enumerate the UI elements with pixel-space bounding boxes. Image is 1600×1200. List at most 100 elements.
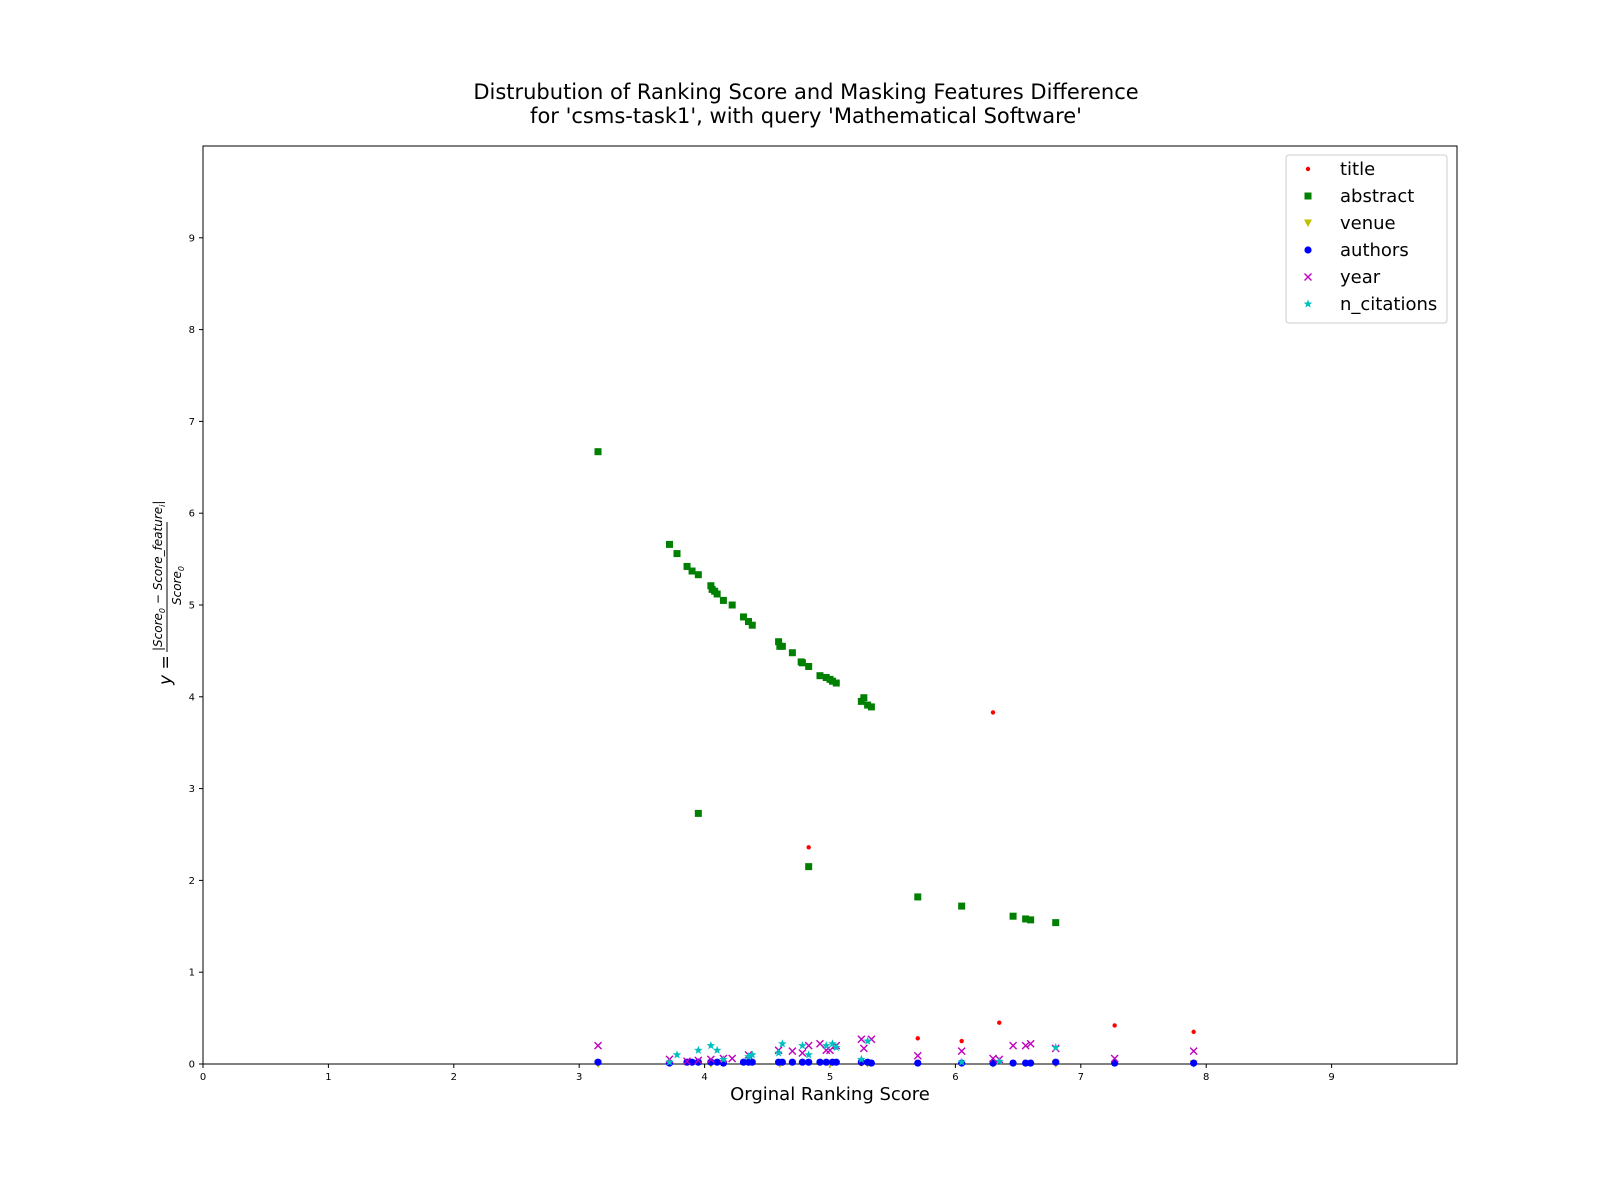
x-tick-label: 2 <box>451 1072 457 1083</box>
authors-point <box>816 1058 824 1066</box>
y-label-lhs: y = <box>156 655 176 686</box>
year-point <box>728 1054 737 1063</box>
authors-point <box>867 1059 875 1067</box>
year-point <box>683 1057 692 1066</box>
abstract-point <box>775 638 783 646</box>
abstract-point <box>594 448 602 456</box>
abstract-point <box>816 672 824 680</box>
abstract-point <box>958 902 966 910</box>
year-point <box>694 1056 703 1065</box>
abstract-point <box>1027 916 1035 924</box>
abstract-point <box>713 590 721 598</box>
year-point <box>857 1035 866 1044</box>
x-tick-label: 7 <box>1078 1072 1084 1083</box>
abstract-point <box>1052 919 1060 927</box>
title-point <box>1112 1023 1117 1028</box>
legend-marker-venue <box>1304 219 1312 227</box>
n-citations-point <box>778 1039 787 1048</box>
title-point <box>915 1036 920 1041</box>
y-tick-label: 3 <box>189 784 195 795</box>
authors-point <box>1052 1058 1060 1066</box>
year-point <box>989 1054 998 1063</box>
authors-point <box>694 1058 702 1066</box>
abstract-point <box>914 893 922 901</box>
abstract-point <box>778 642 786 650</box>
legend-item-venue: venue <box>1304 213 1396 234</box>
x-tick-label: 4 <box>701 1072 707 1083</box>
authors-point <box>1027 1059 1035 1067</box>
authors-point <box>788 1058 796 1066</box>
legend-item-n-citations: n_citations <box>1303 294 1437 315</box>
legend-item-authors: authors <box>1304 240 1409 261</box>
abstract-point <box>739 613 747 621</box>
legend-label: title <box>1340 159 1375 180</box>
authors-point <box>805 1058 813 1066</box>
n-citations-point <box>719 1054 728 1064</box>
n-citations-point <box>831 1042 841 1052</box>
authors-point <box>832 1058 840 1066</box>
abstract-point <box>694 571 702 579</box>
legend-marker-abstract <box>1304 192 1312 200</box>
n-citations-point <box>798 1041 807 1050</box>
authors-point <box>914 1059 922 1067</box>
y-axis: 0 1 2 3 4 5 6 7 8 9 <box>189 233 203 1071</box>
authors-point <box>1009 1059 1017 1067</box>
abstract-point <box>665 540 673 548</box>
authors-point <box>778 1058 786 1066</box>
abstract-point <box>728 601 736 609</box>
x-tick-label: 1 <box>325 1072 331 1083</box>
abstract-point <box>683 562 691 570</box>
abstract-point <box>788 649 796 657</box>
y-tick-label: 8 <box>189 325 195 336</box>
authors-point <box>822 1058 830 1066</box>
x-axis-label: Orginal Ranking Score <box>730 1084 930 1105</box>
n-citations-point <box>706 1041 716 1050</box>
abstract-point <box>688 567 696 575</box>
x-tick-label: 9 <box>1328 1072 1334 1083</box>
legend-item-abstract: abstract <box>1304 186 1414 207</box>
y-tick-label: 7 <box>189 417 195 428</box>
abstract-point <box>822 674 830 682</box>
legend-box <box>1285 154 1448 324</box>
x-tick-label: 3 <box>576 1072 582 1083</box>
authors-point <box>594 1058 602 1066</box>
authors-point <box>1022 1059 1030 1067</box>
year-point <box>798 1048 807 1057</box>
year-point <box>788 1047 797 1056</box>
authors-point <box>798 1058 807 1066</box>
n-citations-point <box>857 1054 866 1064</box>
year-point <box>815 1039 824 1048</box>
y-tick-label: 2 <box>189 876 195 887</box>
abstract-point <box>673 550 681 558</box>
n-citations-point <box>747 1050 757 1059</box>
abstract-point <box>857 697 865 705</box>
title-point <box>959 1038 964 1044</box>
x-tick-label: 8 <box>1203 1072 1209 1083</box>
y-tick-label: 0 <box>189 1060 195 1071</box>
n-citations-point <box>995 1056 1004 1065</box>
authors-point <box>713 1058 721 1066</box>
n-citations-point <box>957 1057 966 1066</box>
year-point <box>957 1047 966 1056</box>
abstract-point <box>694 809 702 817</box>
abstract-point <box>860 694 868 702</box>
title-point <box>990 710 996 715</box>
chart-title-line-1: Distrubution of Ranking Score and Maskin… <box>473 80 1138 104</box>
title-point <box>1191 1029 1196 1035</box>
n-citations-point <box>1051 1042 1060 1052</box>
year-point <box>594 1041 603 1050</box>
data-points <box>594 448 1198 1068</box>
year-point <box>1110 1054 1119 1063</box>
n-citations-point <box>828 1039 837 1048</box>
abstract-point <box>864 701 872 709</box>
abstract-point <box>1009 912 1017 920</box>
y-tick-label: 6 <box>189 509 195 520</box>
year-point <box>1189 1047 1198 1056</box>
y-tick-label: 5 <box>189 601 195 612</box>
legend: title abstract venue authors year n_citations <box>1285 154 1448 324</box>
year-point <box>804 1041 813 1050</box>
abstract-point <box>805 863 813 871</box>
authors-point <box>739 1058 748 1066</box>
legend-label: abstract <box>1340 186 1414 207</box>
